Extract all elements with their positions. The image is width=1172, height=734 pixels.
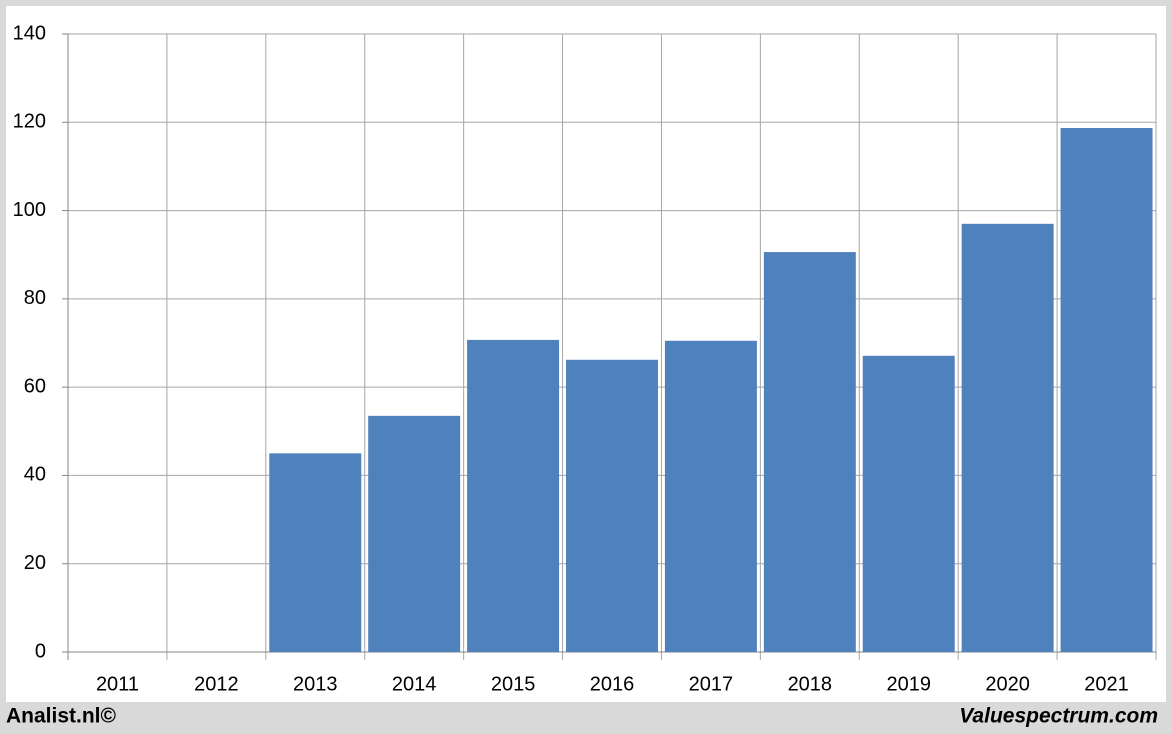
- bar: [862, 355, 955, 652]
- x-tick-label: 2020: [985, 673, 1030, 695]
- x-tick-label: 2017: [689, 673, 734, 695]
- x-tick-label: 2019: [886, 673, 931, 695]
- y-tick-label: 20: [24, 552, 46, 574]
- y-tick-label: 120: [13, 111, 46, 133]
- footer-right: Valuespectrum.com: [959, 705, 1158, 728]
- bar: [664, 340, 757, 652]
- y-tick-label: 100: [13, 199, 46, 221]
- x-tick-label: 2018: [788, 673, 833, 695]
- y-tick-label: 0: [35, 640, 46, 662]
- x-tick-label: 2014: [392, 673, 437, 695]
- x-tick-label: 2012: [194, 673, 239, 695]
- footer-left: Analist.nl©: [6, 705, 117, 728]
- x-tick-label: 2015: [491, 673, 536, 695]
- bar: [763, 252, 856, 652]
- y-tick-label: 40: [24, 464, 46, 486]
- bar: [269, 453, 362, 652]
- bar: [566, 359, 658, 652]
- y-tick-label: 140: [13, 22, 46, 44]
- bar: [1060, 128, 1153, 652]
- bar: [961, 223, 1054, 653]
- x-tick-label: 2016: [590, 673, 635, 695]
- y-tick-label: 80: [24, 287, 46, 309]
- x-tick-label: 2021: [1084, 673, 1129, 695]
- x-tick-label: 2013: [293, 673, 338, 695]
- y-tick-label: 60: [24, 375, 46, 397]
- bar: [467, 339, 560, 652]
- x-tick-label: 2011: [96, 673, 139, 695]
- bar: [368, 415, 461, 652]
